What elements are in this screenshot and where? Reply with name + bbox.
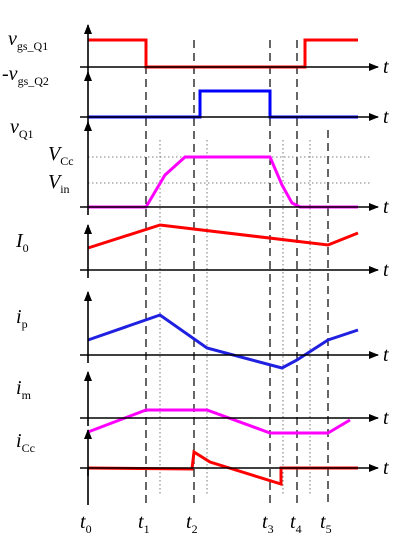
level-label: Vin — [48, 171, 70, 196]
symbol: t — [290, 511, 296, 533]
symbol: i — [16, 306, 22, 328]
subscript: Cc — [60, 154, 73, 168]
axes — [80, 24, 379, 505]
labels: vgs_Q1t-vgs_Q2tvQ1tI0tiptimtiCctVCcVint0… — [2, 28, 389, 536]
subscript: gs_Q1 — [17, 39, 48, 53]
signal-label: vgs_Q1 — [8, 28, 48, 53]
axis-label: t — [383, 259, 389, 281]
axis-label: t — [383, 196, 389, 218]
symbol: t — [262, 511, 268, 533]
signal-label: -vgs_Q2 — [2, 63, 49, 88]
level-label: VCc — [48, 143, 74, 168]
time-label: t3 — [262, 511, 274, 536]
symbol: V — [48, 171, 63, 193]
subscript: 1 — [144, 522, 150, 536]
signal-label: I0 — [15, 230, 29, 255]
signal-label: im — [16, 377, 32, 402]
subscript: 0 — [23, 241, 29, 255]
symbol: i — [16, 377, 22, 399]
signal-label: ip — [16, 306, 28, 331]
subscript: gs_Q2 — [18, 74, 49, 88]
symbol: t — [80, 511, 86, 533]
subscript: 4 — [296, 522, 302, 536]
symbol: I — [15, 230, 24, 252]
time-label: t0 — [80, 511, 92, 536]
guides — [88, 40, 370, 505]
subscript: Q1 — [19, 127, 34, 141]
symbol: t — [138, 511, 144, 533]
prefix: - — [2, 63, 9, 85]
axis-label: t — [383, 56, 389, 78]
time-label: t4 — [290, 511, 302, 536]
time-label: t2 — [186, 511, 198, 536]
symbol: v — [9, 63, 18, 85]
symbol: t — [320, 511, 326, 533]
symbol: t — [186, 511, 192, 533]
time-label: t5 — [320, 511, 332, 536]
symbol: V — [48, 143, 63, 165]
signal-label: vQ1 — [10, 116, 34, 141]
subscript: 3 — [268, 522, 274, 536]
axis-label: t — [383, 407, 389, 429]
subscript: in — [60, 182, 69, 196]
axis-label: t — [383, 106, 389, 128]
subscript: m — [22, 388, 32, 402]
subscript: 2 — [192, 522, 198, 536]
symbol: v — [8, 28, 17, 50]
axis-label: t — [383, 344, 389, 366]
subscript: Cc — [22, 441, 35, 455]
subscript: 5 — [326, 522, 332, 536]
symbol: v — [10, 116, 19, 138]
symbol: i — [16, 430, 22, 452]
time-label: t1 — [138, 511, 150, 536]
signal-label: iCc — [16, 430, 35, 455]
subscript: 0 — [86, 522, 92, 536]
subscript: p — [22, 317, 28, 331]
axis-label: t — [383, 457, 389, 479]
